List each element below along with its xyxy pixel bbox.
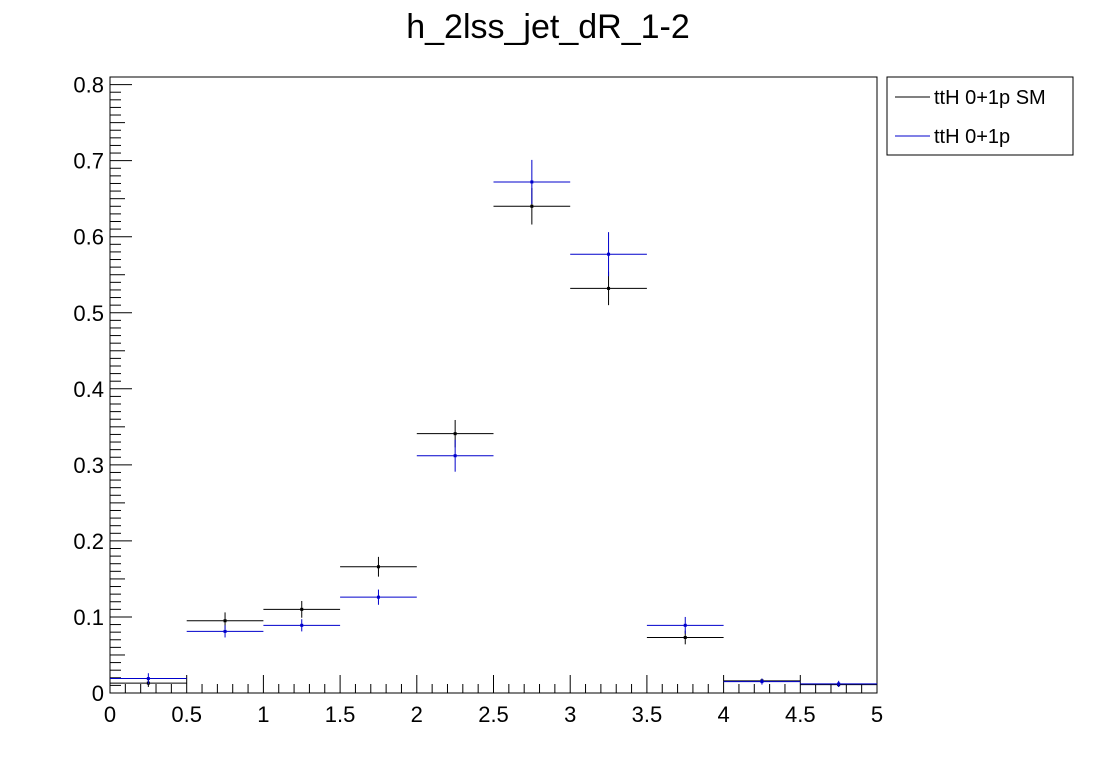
x-tick-label: 2.5 xyxy=(478,702,509,727)
x-tick-label: 1.5 xyxy=(325,702,356,727)
data-point xyxy=(530,180,534,184)
legend: ttH 0+1p SM ttH 0+1p xyxy=(886,76,1074,156)
data-point xyxy=(760,680,764,684)
x-tick-label: 2 xyxy=(411,702,423,727)
data-point xyxy=(300,623,304,627)
x-tick-label: 3 xyxy=(564,702,576,727)
x-tick-label: 5 xyxy=(871,702,883,727)
data-point xyxy=(453,454,457,458)
data-point xyxy=(607,252,611,256)
x-tick-label: 1 xyxy=(257,702,269,727)
x-tick-label: 4 xyxy=(717,702,729,727)
x-tick-label: 0.5 xyxy=(171,702,202,727)
y-tick-label: 0.6 xyxy=(73,225,104,250)
data-point xyxy=(530,204,534,208)
series-2 xyxy=(110,159,877,687)
y-tick-label: 0.2 xyxy=(73,529,104,554)
plot-frame xyxy=(109,76,878,694)
legend-label-series-1: ttH 0+1p SM xyxy=(934,87,1046,109)
legend-label-series-2: ttH 0+1p xyxy=(934,126,1010,148)
series-1 xyxy=(110,188,877,687)
data-point xyxy=(146,677,150,681)
x-tick-label: 4.5 xyxy=(785,702,816,727)
data-point xyxy=(223,629,227,633)
x-tick-label: 3.5 xyxy=(632,702,663,727)
y-tick-label: 0 xyxy=(92,681,104,706)
y-tick-label: 0.8 xyxy=(73,73,104,98)
x-axis: 0 0.5 1 1.5 2 2.5 3 3.5 4 4.5 5 xyxy=(104,675,883,727)
y-axis: 0 0.1 0.2 0.3 0.4 0.5 0.6 0.7 0.8 xyxy=(73,73,132,706)
data-point xyxy=(300,607,304,611)
data-point xyxy=(607,286,611,290)
legend-box xyxy=(886,76,1074,156)
chart-title: h_2lss_jet_dR_1-2 xyxy=(406,8,690,46)
y-tick-label: 0.5 xyxy=(73,301,104,326)
data-point xyxy=(683,635,687,639)
data-point xyxy=(376,595,380,599)
y-tick-label: 0.1 xyxy=(73,605,104,630)
data-point xyxy=(223,619,227,623)
x-tick-label: 0 xyxy=(104,702,116,727)
y-tick-label: 0.4 xyxy=(73,377,104,402)
data-point xyxy=(453,432,457,436)
y-tick-label: 0.7 xyxy=(73,149,104,174)
data-point xyxy=(837,682,841,686)
y-tick-label: 0.3 xyxy=(73,453,104,478)
series-layer xyxy=(110,159,877,687)
data-point xyxy=(683,623,687,627)
data-point xyxy=(376,565,380,569)
